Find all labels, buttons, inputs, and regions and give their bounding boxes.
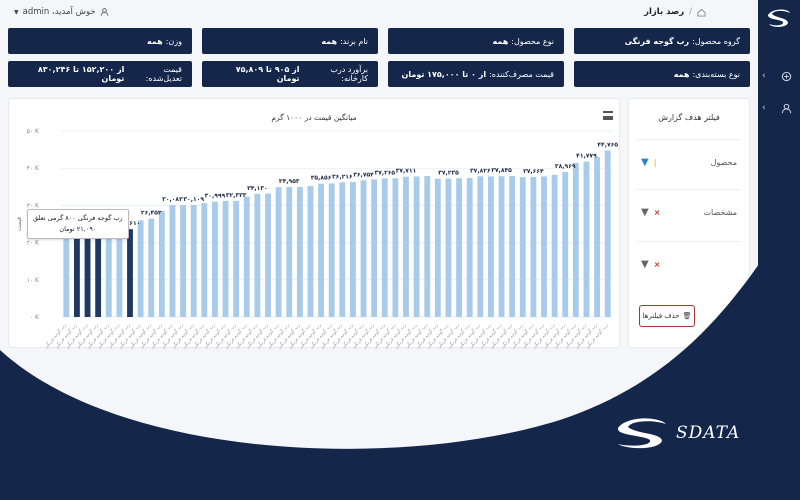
box-icon	[781, 71, 792, 81]
filter-funnel-icon[interactable]: ▼	[641, 259, 649, 270]
filter-row-empty[interactable]: ▼ ×	[637, 241, 741, 287]
filter-product-type[interactable]: نوع محصول: همه	[388, 28, 564, 54]
filter-row-specs[interactable]: مشخصات ▼ ×	[637, 189, 741, 235]
filter-packaging[interactable]: نوع بسته‌بندی: همه	[574, 61, 750, 87]
filter-funnel-icon[interactable]: ▼	[641, 207, 649, 218]
svg-text:۳۲,۳۳۳: ۳۲,۳۳۳	[226, 192, 247, 199]
breadcrumb: / رصد بازار	[644, 7, 706, 17]
hamburger-menu-icon[interactable]	[603, 111, 613, 120]
sdata-logo-icon	[617, 418, 666, 449]
brand-logo: SDATA	[612, 414, 740, 452]
svg-text:۳۴,۹۵۳: ۳۴,۹۵۳	[279, 178, 300, 185]
chevron-left-icon: ‹	[762, 71, 766, 81]
filter-adjusted-price[interactable]: قیمت تعدیل‌شده: از ۱۵۲,۲۰۰ تا ۸۳۰,۲۴۶ توم…	[8, 61, 192, 87]
report-filter-panel: فیلتر هدف گزارش محصول ▼ | مشخصات ▼ × ▼ × 🗑 …	[628, 98, 750, 348]
user-icon	[100, 8, 108, 16]
svg-text:۳۷,۷۱۱: ۳۷,۷۱۱	[396, 168, 417, 175]
caret-down-icon: ▼	[14, 8, 19, 16]
svg-text:۳۶,۲۱۶: ۳۶,۲۱۶	[332, 173, 353, 180]
svg-text:۴۱,۷۷۹: ۴۱,۷۷۹	[576, 153, 597, 160]
filter-weight[interactable]: وزن: همه	[8, 28, 192, 54]
chart-card: میانگین قیمت در ۱۰۰۰ گرم ۰ K ۱۰ K ۲۰ K ۳۰ K…	[8, 98, 620, 349]
remove-icon[interactable]: ×	[653, 208, 661, 217]
svg-text:۳۷,۸۲۶: ۳۷,۸۲۶	[470, 167, 491, 174]
brand-name: SDATA	[676, 423, 741, 443]
svg-text:۴۰ K: ۴۰ K	[27, 165, 40, 172]
svg-text:۳۵,۸۵۶: ۳۵,۸۵۶	[311, 175, 332, 182]
svg-text:قیمت: قیمت	[16, 217, 23, 231]
filter-brand[interactable]: نام برند: همه	[202, 28, 378, 54]
filter-panel-title: فیلتر هدف گزارش	[658, 113, 720, 122]
sidebar-item-products[interactable]: ‹	[762, 68, 792, 84]
svg-text:۲۰ K: ۲۰ K	[27, 240, 40, 247]
remove-icon[interactable]: ×	[653, 260, 661, 269]
filter-product-group[interactable]: گروه محصول: رب گوجه فرنگی	[574, 28, 750, 54]
chart-tooltip: رب گوجه فرنگی ۸۰۰ گرمی تعلق ۲۱,۰۹۰ تومان	[27, 209, 129, 239]
svg-text:۳۷,۸۴۵: ۳۷,۸۴۵	[491, 167, 512, 174]
svg-text:۳۴,۱۳۰: ۳۴,۱۳۰	[247, 185, 268, 192]
user-menu[interactable]: خوش آمدید، admin ▼	[14, 7, 109, 17]
svg-text:۰ K: ۰ K	[30, 314, 40, 321]
svg-text:۳۷,۲۳۵: ۳۷,۲۳۵	[438, 169, 459, 176]
user-icon	[781, 103, 792, 113]
filter-consumer-price[interactable]: قیمت مصرف‌کننده: از ۰ تا ۱۷۵,۰۰۰ تومان	[388, 61, 564, 87]
svg-text:۳۰,۹۹۹: ۳۰,۹۹۹	[205, 193, 226, 200]
filter-row-product[interactable]: محصول ▼ |	[637, 139, 741, 185]
breadcrumb-separator: /	[689, 7, 692, 17]
filter-factory-estimate[interactable]: برآورد درب کارخانه: از ۹۰۵ تا ۷۵,۸۰۹ توما…	[202, 61, 378, 87]
filter-funnel-icon[interactable]: ▼	[641, 157, 649, 168]
trash-icon: 🗑	[682, 312, 692, 320]
chart-title: میانگین قیمت در ۱۰۰۰ گرم	[271, 113, 357, 122]
svg-text:۲۶,۴۵۲: ۲۶,۴۵۲	[141, 210, 162, 217]
svg-text:۳۸,۹۶۹: ۳۸,۹۶۹	[555, 163, 576, 170]
edit-indicator-icon: |	[653, 158, 657, 167]
logo-icon	[768, 9, 790, 27]
sidebar: ‹ ‹	[758, 0, 800, 500]
svg-text:۱۰ K: ۱۰ K	[27, 277, 40, 284]
svg-text:۳۶,۷۵۴: ۳۶,۷۵۴	[353, 171, 374, 178]
topbar: خوش آمدید، admin ▼ / رصد بازار	[0, 0, 758, 26]
svg-text:۵۰ K: ۵۰ K	[27, 128, 40, 135]
home-icon[interactable]	[697, 8, 706, 17]
chevron-left-icon: ‹	[762, 103, 766, 113]
svg-text:۳۰,۱۰۹: ۳۰,۱۰۹	[183, 196, 204, 203]
svg-text:۳۷,۲۶۵: ۳۷,۲۶۵	[374, 169, 395, 176]
svg-text:۳۷,۶۶۴: ۳۷,۶۶۴	[523, 168, 544, 175]
sidebar-item-users[interactable]: ‹	[762, 100, 792, 116]
svg-text:۴۴,۷۶۵: ۴۴,۷۶۵	[597, 141, 618, 148]
svg-text:۳۰,۰۸۳: ۳۰,۰۸۳	[162, 196, 183, 203]
welcome-text: خوش آمدید، admin	[22, 7, 96, 17]
clear-filters-button[interactable]: 🗑 حذف فیلترها	[639, 305, 695, 327]
breadcrumb-current: رصد بازار	[644, 7, 685, 17]
